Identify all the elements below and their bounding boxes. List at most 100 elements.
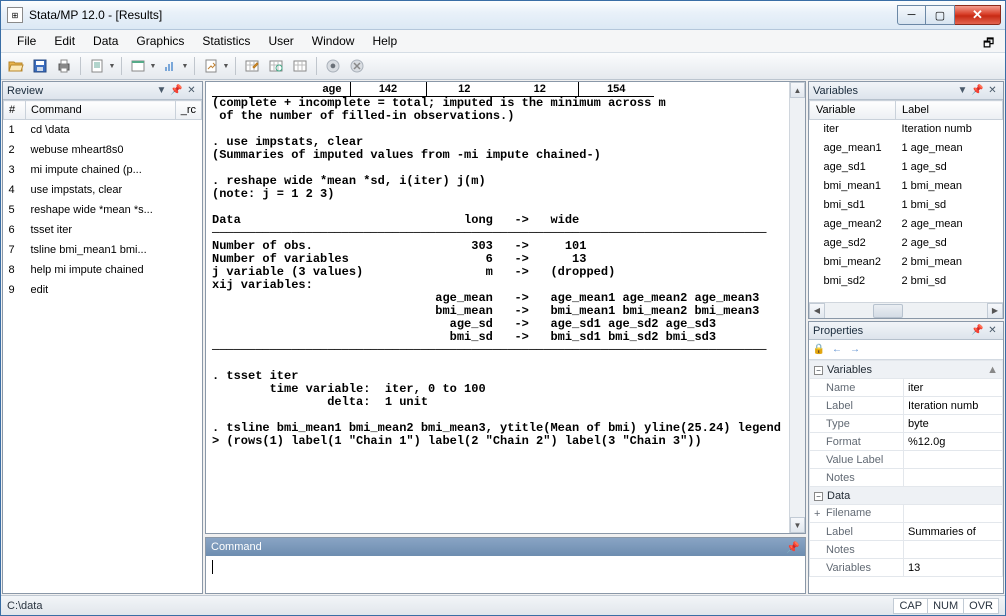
variable-row[interactable]: age_mean11 age_mean [810,139,1003,158]
results-text: (complete + incomplete = total; imputed … [206,97,805,467]
property-row[interactable]: LabelSummaries of [810,523,1003,541]
property-row[interactable]: Variables13 [810,559,1003,577]
dofile-button[interactable] [200,55,222,77]
review-row[interactable]: 7tsline bmi_mean1 bmi... [4,240,202,260]
menu-statistics[interactable]: Statistics [194,32,258,50]
property-row[interactable]: Value Label [810,451,1003,469]
command-input[interactable] [206,556,805,593]
menu-data[interactable]: Data [85,32,126,50]
scroll-down-icon[interactable]: ▼ [790,517,805,533]
property-row[interactable]: LabelIteration numb [810,397,1003,415]
lock-icon[interactable]: 🔒 [812,343,826,357]
break-button[interactable] [346,55,368,77]
property-row[interactable]: Typebyte [810,415,1003,433]
window-title: Stata/MP 12.0 - [Results] [29,8,162,22]
variable-row[interactable]: age_sd22 age_sd [810,234,1003,253]
menu-help[interactable]: Help [364,32,405,50]
review-row[interactable]: 3mi impute chained (p... [4,160,202,180]
property-group[interactable]: −Variables ▲ [810,361,1003,379]
prev-icon[interactable]: ← [830,343,844,357]
status-path: C:\data [7,600,42,612]
data-editor-button[interactable] [241,55,263,77]
svg-text:●: ● [330,60,337,72]
command-panel: Command 📌 [205,537,806,594]
props-pin-icon[interactable]: 📌 [971,324,984,337]
panel-close-icon[interactable]: ✕ [185,84,198,97]
variable-row[interactable]: bmi_mean11 bmi_mean [810,177,1003,196]
property-row[interactable]: Notes [810,469,1003,487]
property-row[interactable]: Nameiter [810,379,1003,397]
vars-hscroll[interactable]: ◀ ▶ [809,302,1003,318]
graph-dropdown-icon[interactable]: ▼ [181,63,189,70]
review-row[interactable]: 9edit [4,280,202,300]
statusbar: C:\data CAP NUM OVR [1,595,1005,615]
graph-button[interactable] [159,55,181,77]
print-button[interactable] [53,55,75,77]
vars-filter-icon[interactable]: ▼ [956,84,969,97]
review-row[interactable]: 4use impstats, clear [4,180,202,200]
log-dropdown-icon[interactable]: ▼ [108,63,116,70]
main-area: Review ▼ 📌 ✕ # Command _rc 1cd \data2web… [1,80,1005,595]
hscroll-thumb[interactable] [873,304,903,318]
vars-col-variable[interactable]: Variable [810,101,896,120]
results-panel[interactable]: age 142 12 12 154 (complete + incomplete… [205,81,806,534]
variable-row[interactable]: age_sd11 age_sd [810,158,1003,177]
next-icon[interactable]: → [848,343,862,357]
review-col-num[interactable]: # [4,101,26,120]
data-editor-edit-button[interactable] [265,55,287,77]
review-row[interactable]: 2webuse mheart8s0 [4,140,202,160]
menu-graphics[interactable]: Graphics [128,32,192,50]
filter-icon[interactable]: ▼ [155,84,168,97]
variable-row[interactable]: bmi_mean22 bmi_mean [810,253,1003,272]
maximize-button[interactable]: ▢ [926,5,955,25]
property-row[interactable]: +Filename [810,505,1003,523]
review-col-rc[interactable]: _rc [175,101,201,120]
variable-row[interactable]: age_mean22 age_mean [810,215,1003,234]
open-button[interactable] [5,55,27,77]
variable-row[interactable]: iterIteration numb [810,120,1003,139]
menu-edit[interactable]: Edit [46,32,83,50]
viewer-button[interactable] [127,55,149,77]
menubar: File Edit Data Graphics Statistics User … [1,30,1005,52]
pin-icon[interactable]: 📌 [170,84,183,97]
right-column: Variables ▼ 📌 ✕ Variable Label iterItera… [807,80,1005,595]
properties-panel: Properties 📌 ✕ 🔒 ← → −Variables ▲Nameite… [808,321,1004,594]
props-close-icon[interactable]: ✕ [986,324,999,337]
review-row[interactable]: 6tsset iter [4,220,202,240]
vars-pin-icon[interactable]: 📌 [971,84,984,97]
menu-window[interactable]: Window [304,32,363,50]
property-group[interactable]: −Data [810,487,1003,505]
vars-col-label[interactable]: Label [896,101,1003,120]
results-scrollbar[interactable]: ▲ ▼ [789,82,805,533]
dofile-dropdown-icon[interactable]: ▼ [222,63,230,70]
save-button[interactable] [29,55,51,77]
menu-file[interactable]: File [9,32,44,50]
minimize-button[interactable]: ─ [897,5,926,25]
vars-close-icon[interactable]: ✕ [986,84,999,97]
log-button[interactable] [86,55,108,77]
mdi-close-icon[interactable]: 🗗 [983,34,997,48]
properties-title: Properties [813,325,863,337]
scroll-up-icon[interactable]: ▲ [790,82,805,98]
hscroll-right-icon[interactable]: ▶ [987,303,1003,319]
command-pin-icon[interactable]: 📌 [786,541,800,554]
center-column: age 142 12 12 154 (complete + incomplete… [205,81,806,594]
review-row[interactable]: 5reshape wide *mean *s... [4,200,202,220]
review-row[interactable]: 8help mi impute chained [4,260,202,280]
more-button[interactable]: ● [322,55,344,77]
review-panel: Review ▼ 📌 ✕ # Command _rc 1cd \data2web… [2,81,203,594]
review-row[interactable]: 1cd \data [4,120,202,140]
variables-title: Variables [813,85,858,97]
variable-row[interactable]: bmi_sd11 bmi_sd [810,196,1003,215]
review-col-cmd[interactable]: Command [26,101,176,120]
close-button[interactable]: ✕ [955,5,1001,25]
viewer-dropdown-icon[interactable]: ▼ [149,63,157,70]
toolbar: ▼ ▼ ▼ ▼ ● [1,52,1005,80]
menu-user[interactable]: User [260,32,301,50]
data-browser-button[interactable] [289,55,311,77]
property-row[interactable]: Notes [810,541,1003,559]
variable-row[interactable]: bmi_sd22 bmi_sd [810,272,1003,291]
hscroll-left-icon[interactable]: ◀ [809,303,825,319]
property-row[interactable]: Format%12.0g [810,433,1003,451]
status-ovr: OVR [963,598,999,614]
